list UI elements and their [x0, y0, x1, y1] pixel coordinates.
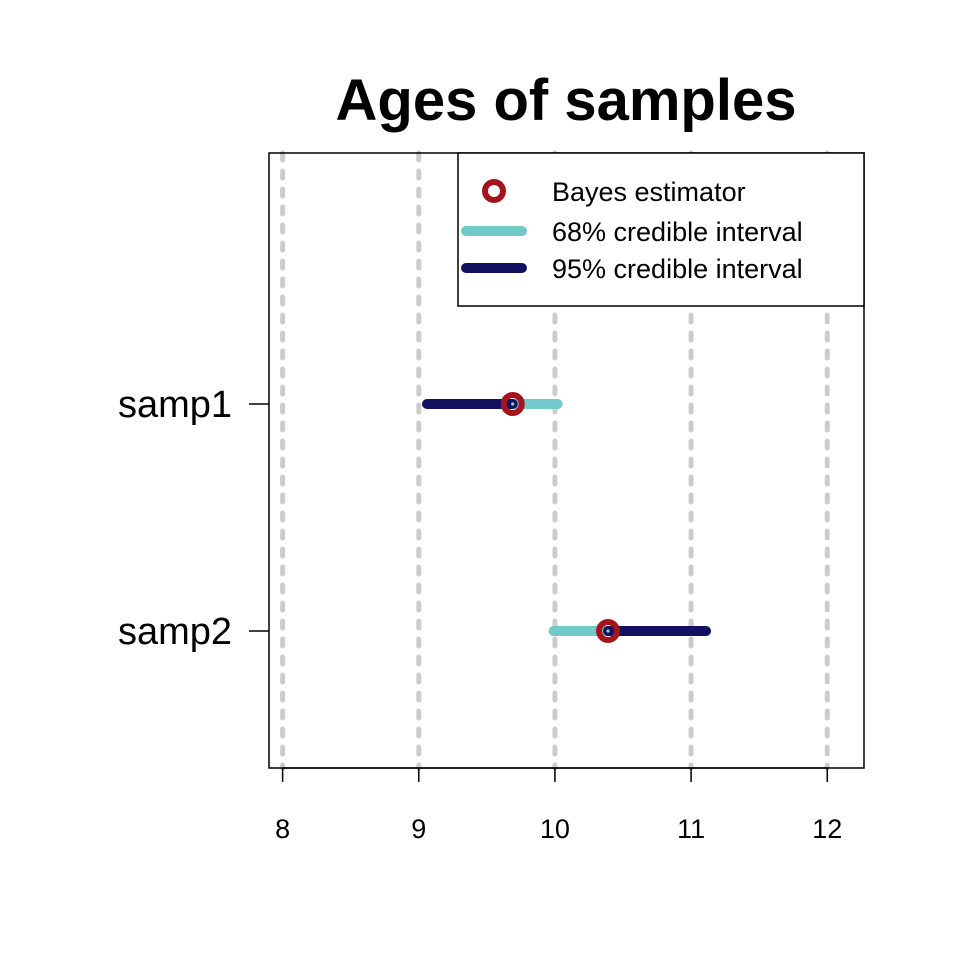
grid-lines	[280, 150, 830, 771]
x-tick-label-12: 12	[812, 814, 842, 844]
chart-title: Ages of samples	[336, 68, 797, 133]
estimator-center-samp1	[511, 402, 515, 406]
legend: Bayes estimator 68% credible interval 95% …	[457, 152, 865, 307]
y-axis: samp1 samp2	[118, 384, 269, 653]
estimator-point-samp2	[596, 619, 621, 643]
x-axis: 8 9 10 11 12	[275, 767, 842, 844]
legend-label-1: 68% credible interval	[552, 217, 803, 247]
legend-label-2: 95% credible interval	[552, 254, 803, 284]
estimator-center-samp2	[606, 629, 610, 633]
legend-marker-estimator	[482, 179, 506, 203]
y-tick-label-samp2: samp2	[118, 611, 232, 653]
x-tick-label-11: 11	[677, 814, 705, 844]
y-tick-label-samp1: samp1	[118, 384, 232, 426]
legend-label-0: Bayes estimator	[552, 177, 746, 207]
x-tick-label-9: 9	[411, 814, 426, 844]
estimator-point-samp1	[500, 392, 525, 416]
legend-marker-center	[492, 189, 496, 193]
x-tick-label-8: 8	[275, 814, 290, 844]
x-tick-label-10: 10	[540, 814, 570, 844]
intervals	[421, 392, 712, 643]
